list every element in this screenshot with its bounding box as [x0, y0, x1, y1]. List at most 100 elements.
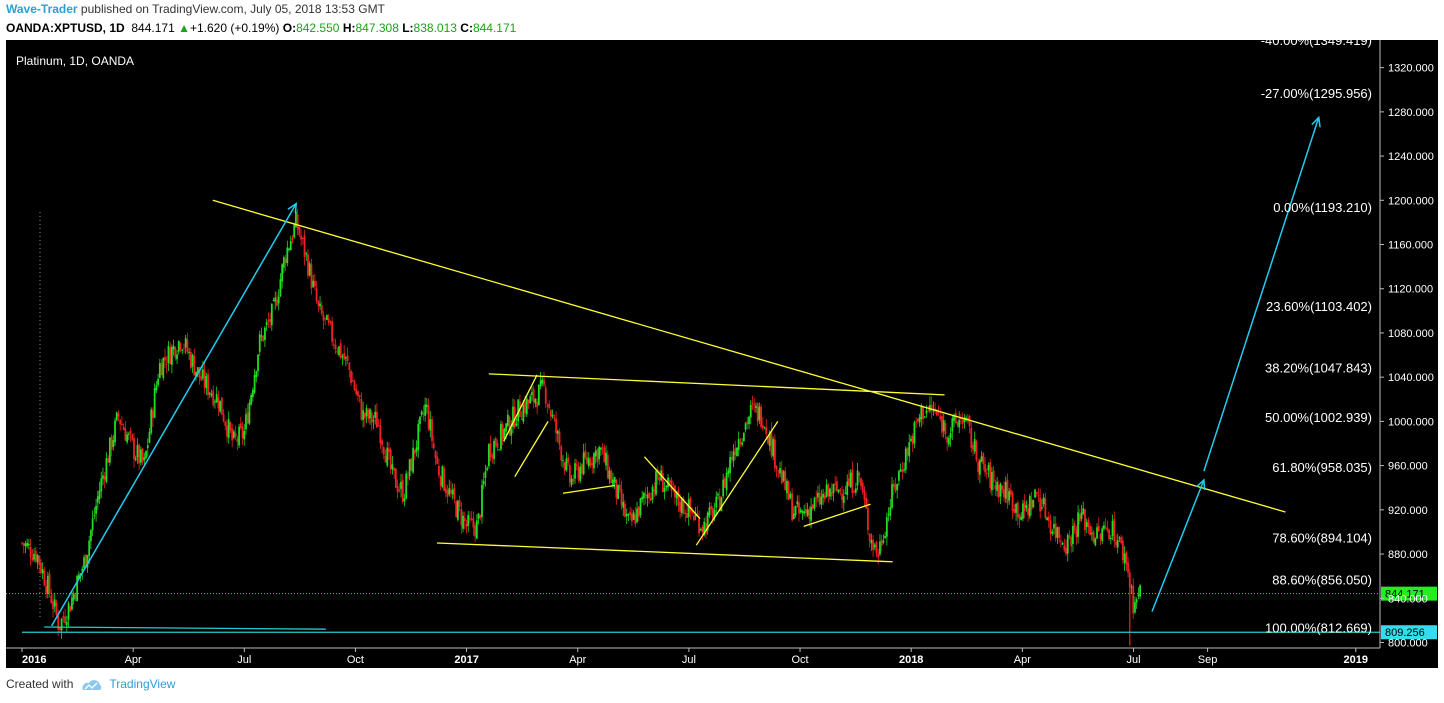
candle-body [152, 410, 154, 419]
candle-body [500, 423, 502, 450]
candle-body [1132, 585, 1135, 614]
candle-body [677, 490, 680, 506]
x-tick-label: 2017 [454, 654, 478, 666]
candle-body [46, 575, 49, 594]
candle-body [436, 456, 439, 464]
candle-body [257, 354, 259, 372]
candle-body [53, 599, 56, 607]
candle-body [157, 378, 160, 386]
candle-body [234, 432, 237, 437]
candle-body [982, 453, 985, 465]
candle-body [851, 469, 854, 494]
candle-body [107, 458, 110, 463]
candle-body [646, 494, 649, 499]
candle-body [1039, 497, 1042, 512]
y-tick-label: 960.000 [1388, 461, 1428, 473]
candle-body [813, 497, 816, 509]
candle-body [45, 586, 48, 593]
candle-body [944, 423, 947, 435]
candle-body [1068, 536, 1071, 538]
candle-body [613, 476, 616, 483]
author-link[interactable]: Wave-Trader [6, 2, 78, 16]
candle-body [184, 338, 187, 348]
trend-line [695, 421, 779, 546]
candle-body [916, 418, 919, 422]
candle-body [145, 450, 147, 459]
candle-body [74, 594, 77, 599]
candle-body [992, 470, 995, 483]
candle-body [138, 444, 141, 464]
candle-body [608, 470, 611, 480]
candle-body [115, 412, 118, 421]
candle-body [370, 412, 373, 423]
candle-body [505, 423, 508, 432]
candle-body [1004, 482, 1007, 499]
trend-line [514, 421, 549, 477]
candle-body [1001, 485, 1004, 490]
candle-body [139, 449, 142, 463]
candle-body [951, 418, 954, 432]
candle-body [189, 351, 192, 368]
candle-body [639, 498, 642, 516]
candle-body [431, 419, 433, 441]
candle-body [98, 490, 101, 500]
candle-body [997, 484, 1000, 498]
candle-body [117, 414, 120, 417]
y-tick-label: 880.000 [1388, 549, 1428, 561]
candle-body [55, 602, 58, 615]
candle-body [95, 505, 97, 514]
trend-line [212, 199, 1286, 513]
candle-body [472, 518, 475, 528]
candle-body [448, 488, 451, 495]
candle-body [303, 235, 306, 258]
candle-body [1115, 542, 1117, 545]
candle-body [830, 491, 833, 497]
candle-body [966, 417, 969, 420]
candle-body [72, 593, 75, 601]
candle-body [527, 399, 530, 404]
candle-body [649, 498, 652, 501]
candle-body [567, 457, 570, 463]
candle-body [274, 297, 277, 302]
candle-body [835, 481, 838, 491]
tradingview-link[interactable]: TradingView [109, 677, 176, 691]
candle-body [81, 568, 84, 572]
candle-body [960, 417, 962, 420]
candle-body [272, 300, 275, 302]
candle-body [496, 443, 499, 448]
candle-body [372, 420, 375, 422]
candle-body [734, 448, 737, 455]
candle-body [367, 409, 370, 419]
candle-body [906, 448, 909, 456]
candle-body [393, 467, 396, 471]
candle-body [898, 471, 900, 481]
candle-body [531, 392, 533, 396]
candle-body [191, 355, 194, 367]
candle-body [429, 419, 432, 431]
candle-body [910, 438, 912, 442]
candle-body [892, 483, 895, 488]
candle-body [57, 615, 60, 630]
candle-body [62, 616, 65, 619]
candle-body [867, 507, 869, 531]
candle-body [1135, 599, 1138, 603]
candle-body [22, 543, 25, 546]
candle-body [591, 462, 594, 466]
candle-body [212, 390, 215, 406]
candle-body [765, 427, 768, 434]
candle-body [562, 460, 564, 462]
candle-body [687, 499, 690, 518]
y-tick-label: 1240.000 [1388, 151, 1434, 163]
candle-body [1066, 534, 1069, 554]
y-tick-label: 800.000 [1388, 637, 1428, 649]
candle-body [1008, 491, 1011, 501]
candle-body [710, 506, 713, 510]
candle-body [705, 523, 707, 534]
candle-body [563, 462, 566, 472]
candle-body [1089, 525, 1092, 536]
candle-body [689, 497, 692, 512]
candle-body [853, 491, 856, 493]
trend-line [488, 373, 945, 396]
candle-body [937, 412, 940, 414]
